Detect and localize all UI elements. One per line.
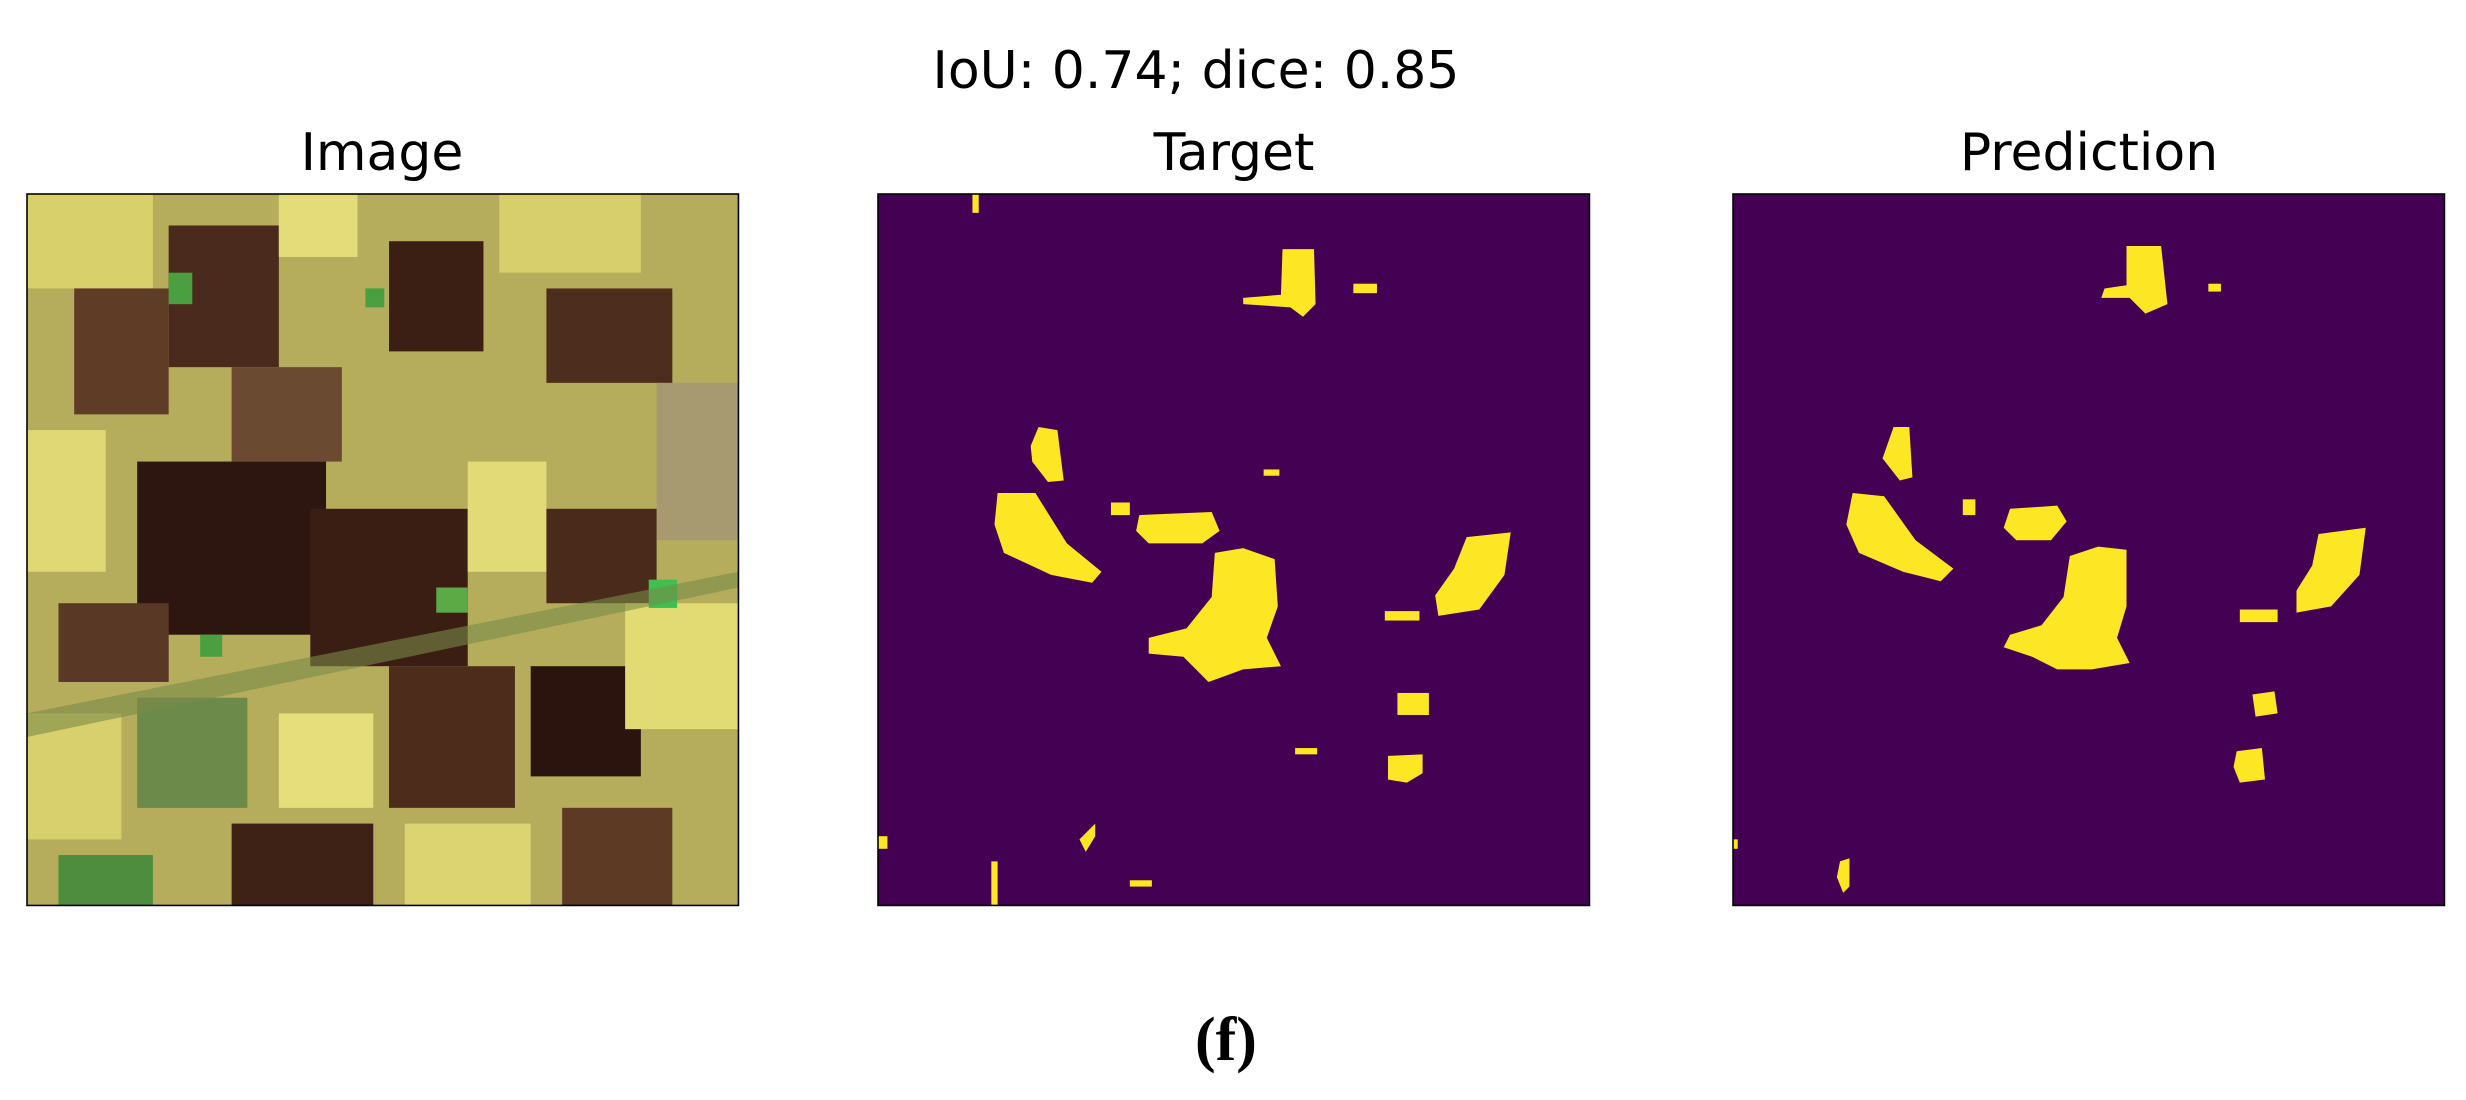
target-panel bbox=[877, 193, 1591, 907]
panel-title: Prediction bbox=[1960, 123, 2218, 183]
panel-title: Image bbox=[301, 123, 464, 183]
figure-title: IoU: 0.74; dice: 0.85 bbox=[933, 41, 1460, 101]
panel-title: Target bbox=[1153, 123, 1315, 183]
prediction-panel bbox=[1732, 193, 2446, 907]
caption: (f) bbox=[1195, 1006, 1257, 1074]
image-panel bbox=[26, 193, 740, 907]
